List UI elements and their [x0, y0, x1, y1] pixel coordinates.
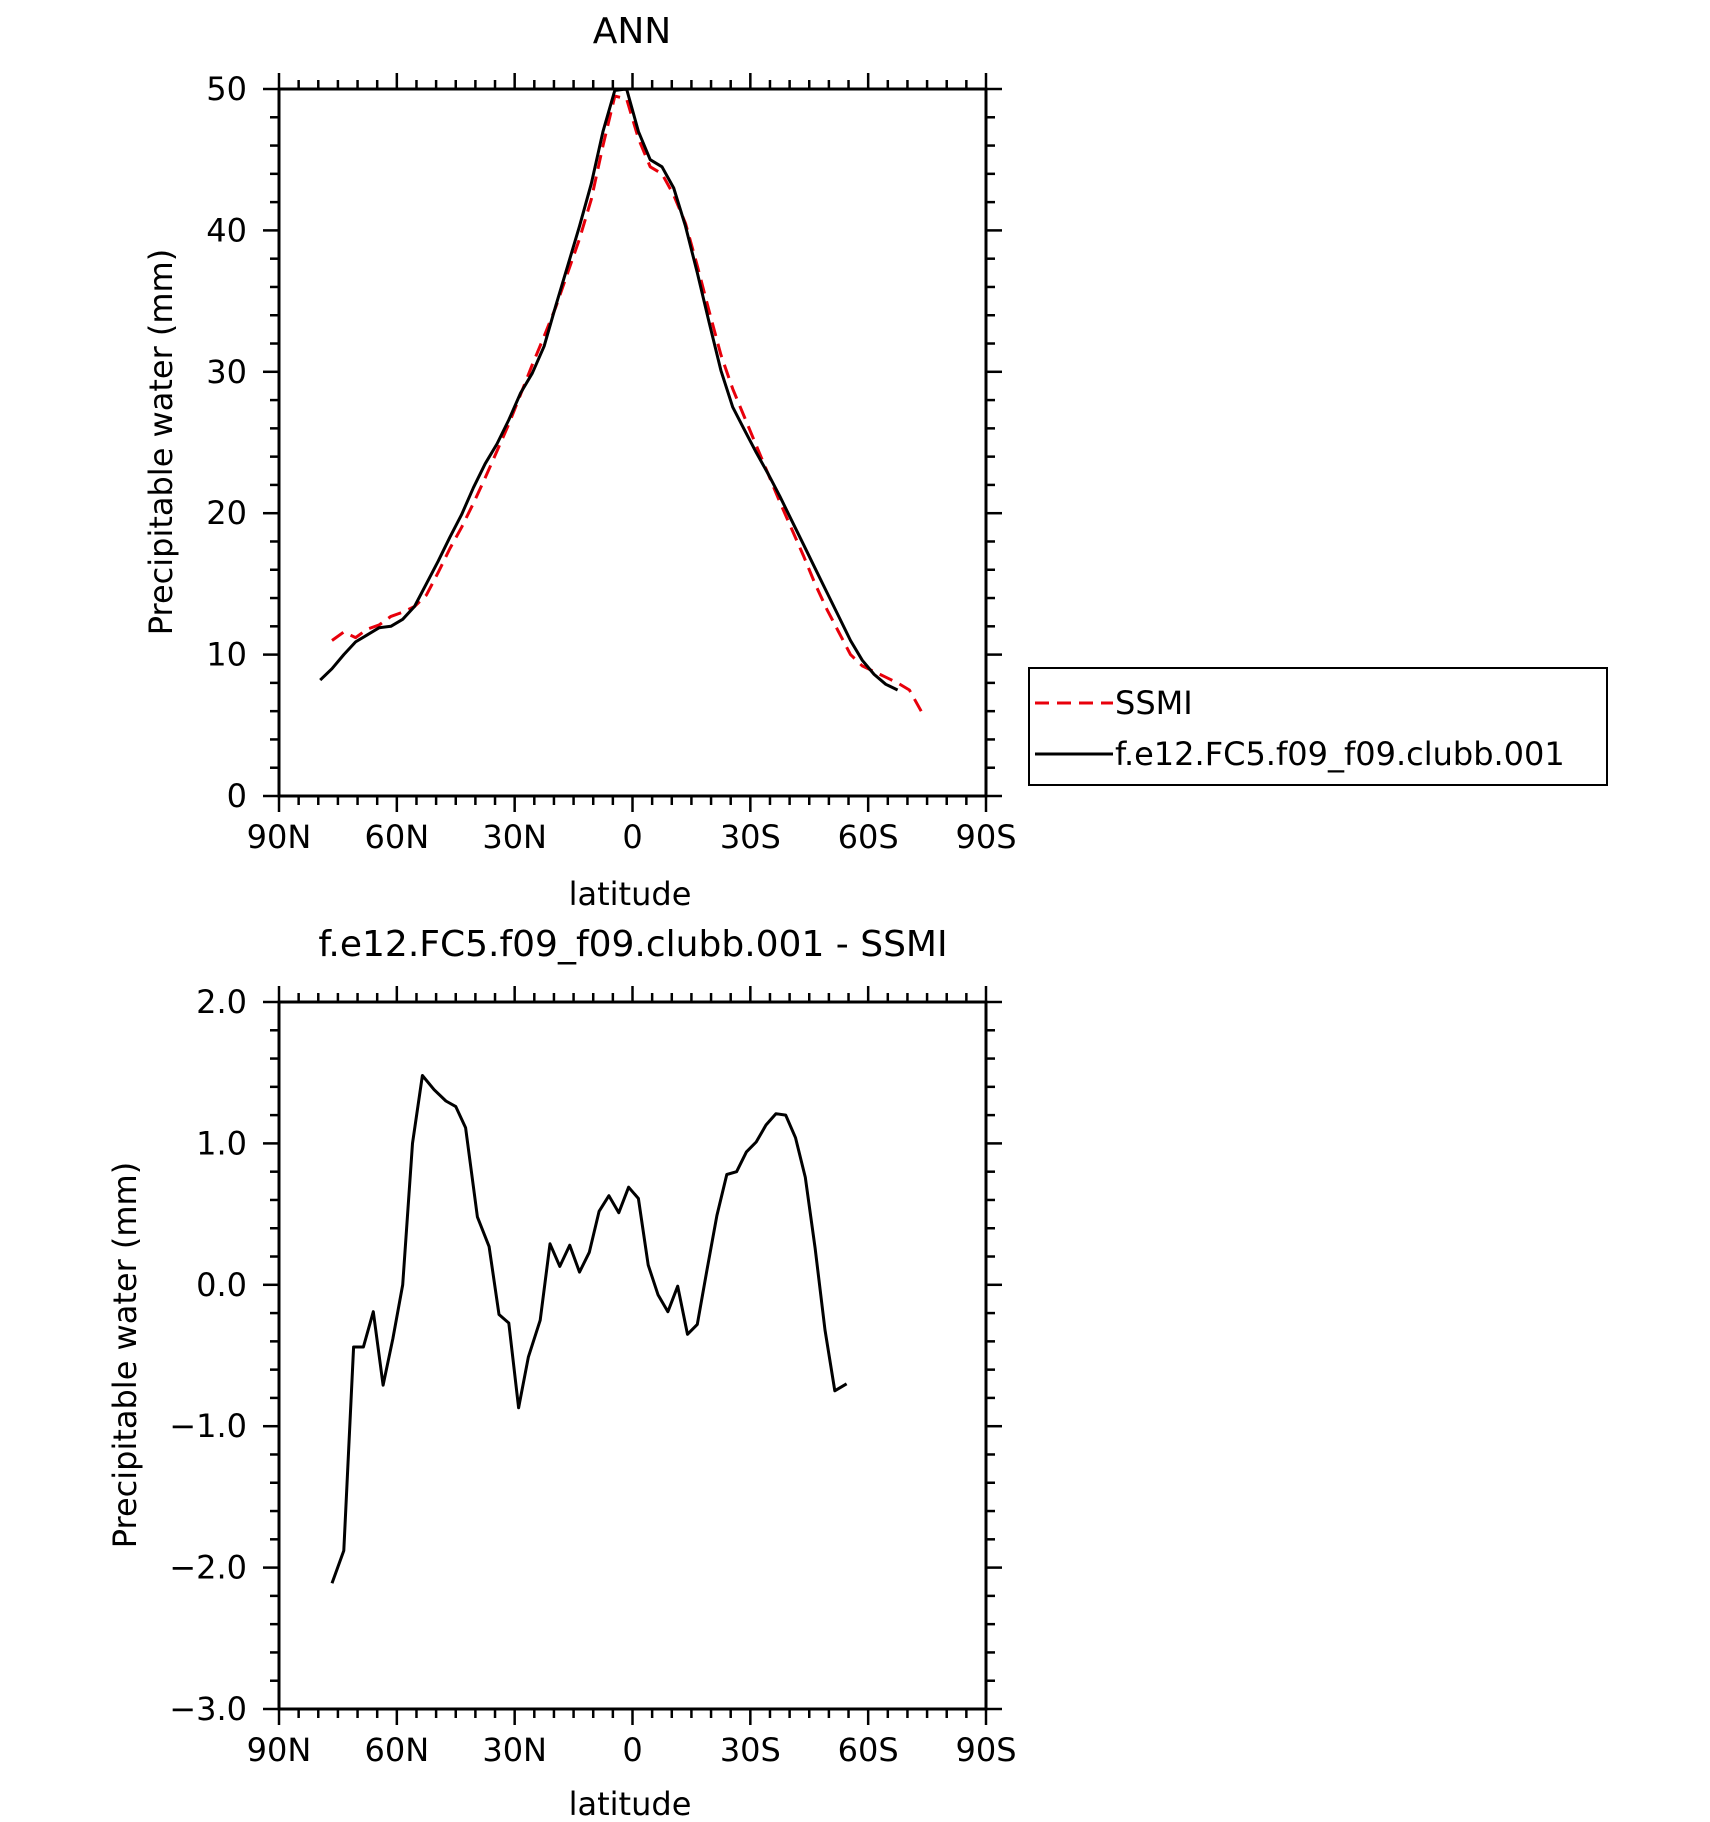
top-xtick-label: 90S	[955, 818, 1016, 856]
bottom-xtick-label: 30S	[720, 1731, 781, 1769]
top-ytick-label: 30	[206, 353, 247, 391]
bottom-lines	[330, 1074, 848, 1584]
bottom-series-line-0	[330, 1074, 848, 1584]
legend: SSMI f.e12.FC5.f09_f09.clubb.001	[1028, 667, 1608, 786]
legend-box	[1028, 667, 1608, 786]
top-ytick-label: 50	[206, 70, 247, 108]
bottom-xtick-label: 90S	[955, 1731, 1016, 1769]
top-xtick-label: 90N	[247, 818, 312, 856]
top-plot-frame	[277, 87, 988, 798]
bottom-ytick-label: −1.0	[169, 1407, 247, 1445]
bottom-ytick-label: −3.0	[169, 1690, 247, 1728]
bottom-xtick-label: 30N	[482, 1731, 547, 1769]
top-ticks: 90N 60N 30N 0 30S 60S 90S 0 10 20 30 40 50	[206, 70, 1016, 856]
top-xtick-label: 60N	[365, 818, 430, 856]
bottom-xtick-label: 90N	[247, 1731, 312, 1769]
top-ytick-label: 0	[227, 777, 247, 815]
bottom-xtick-label: 60N	[365, 1731, 430, 1769]
bottom-xlabel: latitude	[569, 1785, 692, 1822]
bottom-ytick-label: −2.0	[169, 1549, 247, 1587]
top-ytick-label: 20	[206, 494, 247, 532]
top-title: ANN	[593, 11, 672, 52]
bottom-title: f.e12.FC5.f09_f09.clubb.001 - SSMI	[318, 924, 947, 965]
top-panel: ANN Precipitable water (mm) latitude 90N…	[142, 11, 1017, 913]
top-series-line-1	[319, 87, 899, 692]
legend-label-model: f.e12.FC5.f09_f09.clubb.001	[1115, 735, 1565, 773]
bottom-plot-frame	[277, 1000, 988, 1711]
bottom-ytick-label: 1.0	[196, 1124, 247, 1162]
bottom-panel: f.e12.FC5.f09_f09.clubb.001 - SSMI Preci…	[106, 924, 1017, 1822]
bottom-ylabel: Precipitable water (mm)	[106, 1162, 144, 1548]
legend-label-ssmi: SSMI	[1115, 684, 1193, 722]
bottom-ticks: 90N 60N 30N 0 30S 60S 90S −3.0 −2.0 −1.0 0.0 1.0 2.0	[169, 983, 1016, 1769]
bottom-xtick-label: 60S	[838, 1731, 899, 1769]
top-ylabel: Precipitable water (mm)	[142, 249, 180, 635]
top-ytick-label: 10	[206, 636, 247, 674]
bottom-xtick-label: 0	[622, 1731, 642, 1769]
top-xtick-label: 60S	[838, 818, 899, 856]
bottom-ytick-label: 0.0	[196, 1266, 247, 1304]
top-xtick-label: 30S	[720, 818, 781, 856]
top-xtick-label: 30N	[482, 818, 547, 856]
top-ytick-label: 40	[206, 211, 247, 249]
top-lines	[319, 87, 923, 712]
top-xtick-label: 0	[622, 818, 642, 856]
top-xlabel: latitude	[569, 875, 692, 913]
bottom-ytick-label: 2.0	[196, 983, 247, 1021]
top-series-line-0	[331, 94, 923, 712]
